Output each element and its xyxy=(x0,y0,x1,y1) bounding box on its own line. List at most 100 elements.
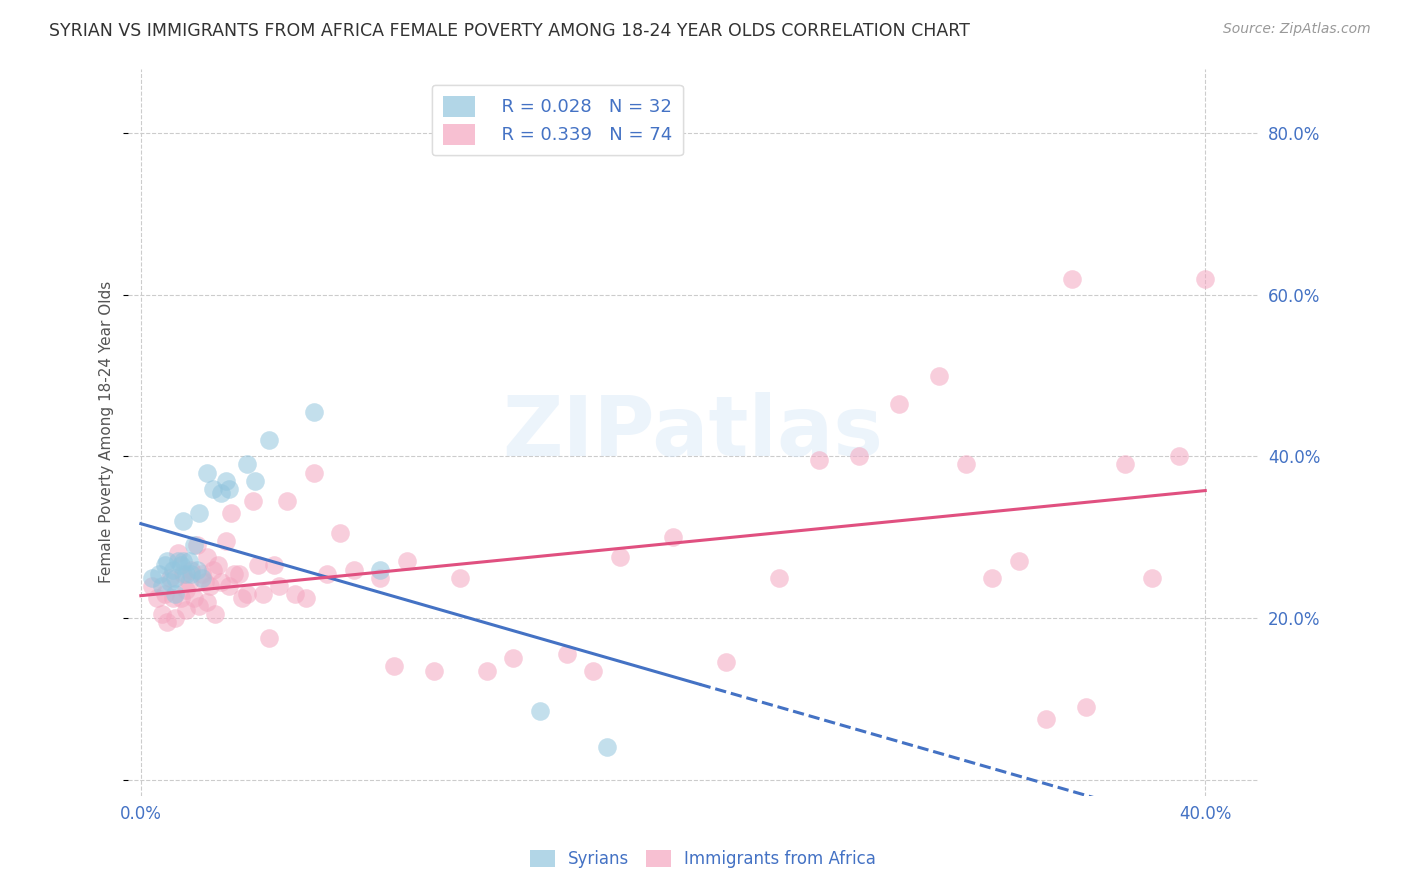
Point xyxy=(269,579,291,593)
Point xyxy=(198,579,221,593)
Point xyxy=(928,368,950,383)
Point xyxy=(257,631,280,645)
Text: Source: ZipAtlas.com: Source: ZipAtlas.com xyxy=(1223,22,1371,37)
Point xyxy=(172,566,194,581)
Point xyxy=(582,664,605,678)
Point xyxy=(329,526,352,541)
Point xyxy=(170,558,193,573)
Point xyxy=(156,615,179,629)
Legend:   R = 0.028   N = 32,   R = 0.339   N = 74: R = 0.028 N = 32, R = 0.339 N = 74 xyxy=(432,85,683,155)
Point xyxy=(150,579,173,593)
Point xyxy=(276,493,298,508)
Point xyxy=(889,397,911,411)
Point xyxy=(228,566,250,581)
Point xyxy=(716,656,738,670)
Point xyxy=(191,571,214,585)
Point xyxy=(177,574,200,589)
Point xyxy=(395,554,418,568)
Text: SYRIAN VS IMMIGRANTS FROM AFRICA FEMALE POVERTY AMONG 18-24 YEAR OLDS CORRELATIO: SYRIAN VS IMMIGRANTS FROM AFRICA FEMALE … xyxy=(49,22,970,40)
Point xyxy=(191,566,214,581)
Point xyxy=(162,562,184,576)
Point xyxy=(955,458,977,472)
Point xyxy=(1008,554,1031,568)
Point xyxy=(148,566,170,581)
Point xyxy=(180,562,202,576)
Point xyxy=(195,595,218,609)
Point xyxy=(343,562,366,576)
Point xyxy=(475,664,498,678)
Point xyxy=(370,562,392,576)
Point xyxy=(768,571,790,585)
Point xyxy=(302,466,325,480)
Point xyxy=(242,493,264,508)
Point xyxy=(246,558,269,573)
Point xyxy=(1062,271,1084,285)
Point xyxy=(245,474,267,488)
Point xyxy=(449,571,471,585)
Point xyxy=(159,574,181,589)
Point xyxy=(188,506,211,520)
Point xyxy=(257,434,280,448)
Point xyxy=(156,554,179,568)
Point xyxy=(195,466,218,480)
Point xyxy=(172,554,194,568)
Point xyxy=(502,651,524,665)
Point xyxy=(167,546,190,560)
Point xyxy=(186,538,208,552)
Point xyxy=(201,562,224,576)
Point xyxy=(218,579,240,593)
Point xyxy=(186,562,208,576)
Point xyxy=(1114,458,1136,472)
Point xyxy=(141,571,163,585)
Point xyxy=(284,587,307,601)
Point xyxy=(174,603,197,617)
Point xyxy=(221,506,243,520)
Point xyxy=(209,574,232,589)
Point xyxy=(609,550,631,565)
Point xyxy=(263,558,285,573)
Point xyxy=(194,574,217,589)
Point xyxy=(204,607,226,621)
Point xyxy=(1194,271,1216,285)
Legend: Syrians, Immigrants from Africa: Syrians, Immigrants from Africa xyxy=(523,843,883,875)
Point xyxy=(1074,699,1097,714)
Point xyxy=(236,587,259,601)
Point xyxy=(1140,571,1163,585)
Point xyxy=(188,599,211,613)
Point xyxy=(170,591,193,605)
Point xyxy=(222,566,245,581)
Point xyxy=(529,704,551,718)
Point xyxy=(165,571,187,585)
Point xyxy=(302,405,325,419)
Point xyxy=(167,554,190,568)
Point xyxy=(153,558,176,573)
Point xyxy=(236,458,259,472)
Point xyxy=(209,485,232,500)
Point xyxy=(422,664,444,678)
Text: ZIPatlas: ZIPatlas xyxy=(502,392,883,473)
Point xyxy=(808,453,831,467)
Point xyxy=(370,571,392,585)
Point xyxy=(174,582,197,597)
Point xyxy=(555,648,578,662)
Point xyxy=(215,534,238,549)
Point xyxy=(150,607,173,621)
Point xyxy=(316,566,339,581)
Point xyxy=(159,571,181,585)
Point xyxy=(207,558,229,573)
Point xyxy=(195,550,218,565)
Point xyxy=(183,591,205,605)
Point xyxy=(1167,450,1189,464)
Point xyxy=(183,538,205,552)
Y-axis label: Female Poverty Among 18-24 Year Olds: Female Poverty Among 18-24 Year Olds xyxy=(100,281,114,583)
Point xyxy=(215,474,238,488)
Point xyxy=(662,530,685,544)
Point xyxy=(146,591,169,605)
Point xyxy=(162,591,184,605)
Point xyxy=(1035,712,1057,726)
Point xyxy=(252,587,274,601)
Point xyxy=(201,482,224,496)
Point xyxy=(295,591,318,605)
Point xyxy=(153,587,176,601)
Point xyxy=(177,554,200,568)
